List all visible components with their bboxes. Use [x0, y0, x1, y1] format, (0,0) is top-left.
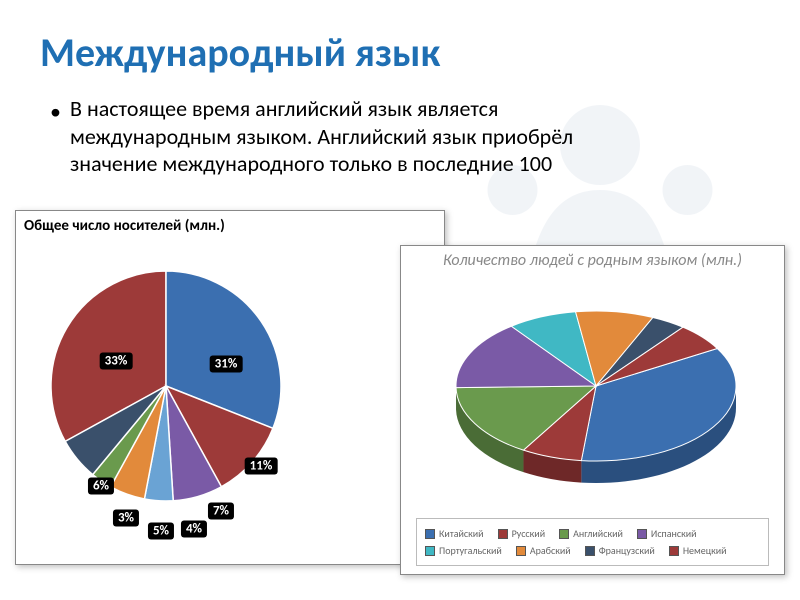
- bullet-marker: •: [50, 98, 61, 125]
- pct-label: 5%: [148, 523, 174, 540]
- pct-label: 11%: [245, 458, 278, 475]
- body-text: В настоящее время английский язык являет…: [70, 95, 630, 178]
- chart1-pie: 33%31%11%7%4%5%3%6%: [46, 266, 286, 506]
- legend-item: Русский: [498, 527, 546, 540]
- legend-item: Арабский: [516, 544, 571, 557]
- pct-label: 3%: [113, 510, 139, 527]
- legend-item: Французский: [585, 544, 655, 557]
- legend-item: Немецкий: [669, 544, 727, 557]
- pct-label: 6%: [88, 478, 114, 495]
- pct-label: 33%: [100, 353, 133, 370]
- chart1-title: Общее число носителей (млн.): [24, 217, 225, 235]
- pct-label: 4%: [181, 521, 207, 538]
- legend-item: Английский: [559, 527, 623, 540]
- chart2-pie: [446, 311, 746, 491]
- slide-title: Международный язык: [40, 28, 440, 77]
- chart-native-speakers: Количество людей с родным языком (млн.) …: [400, 245, 785, 575]
- chart2-title: Количество людей с родным языком (млн.): [401, 252, 784, 270]
- legend-item: Китайский: [425, 527, 484, 540]
- chart2-legend: Китайский Русский Английский Испанский Порту…: [416, 518, 769, 566]
- pct-label: 31%: [210, 356, 243, 373]
- chart-total-speakers: Общее число носителей (млн.) 33% 31% 11% 7%…: [15, 210, 445, 565]
- legend-item: Португальский: [425, 544, 502, 557]
- legend-item: Испанский: [637, 527, 697, 540]
- pct-label: 7%: [208, 503, 234, 520]
